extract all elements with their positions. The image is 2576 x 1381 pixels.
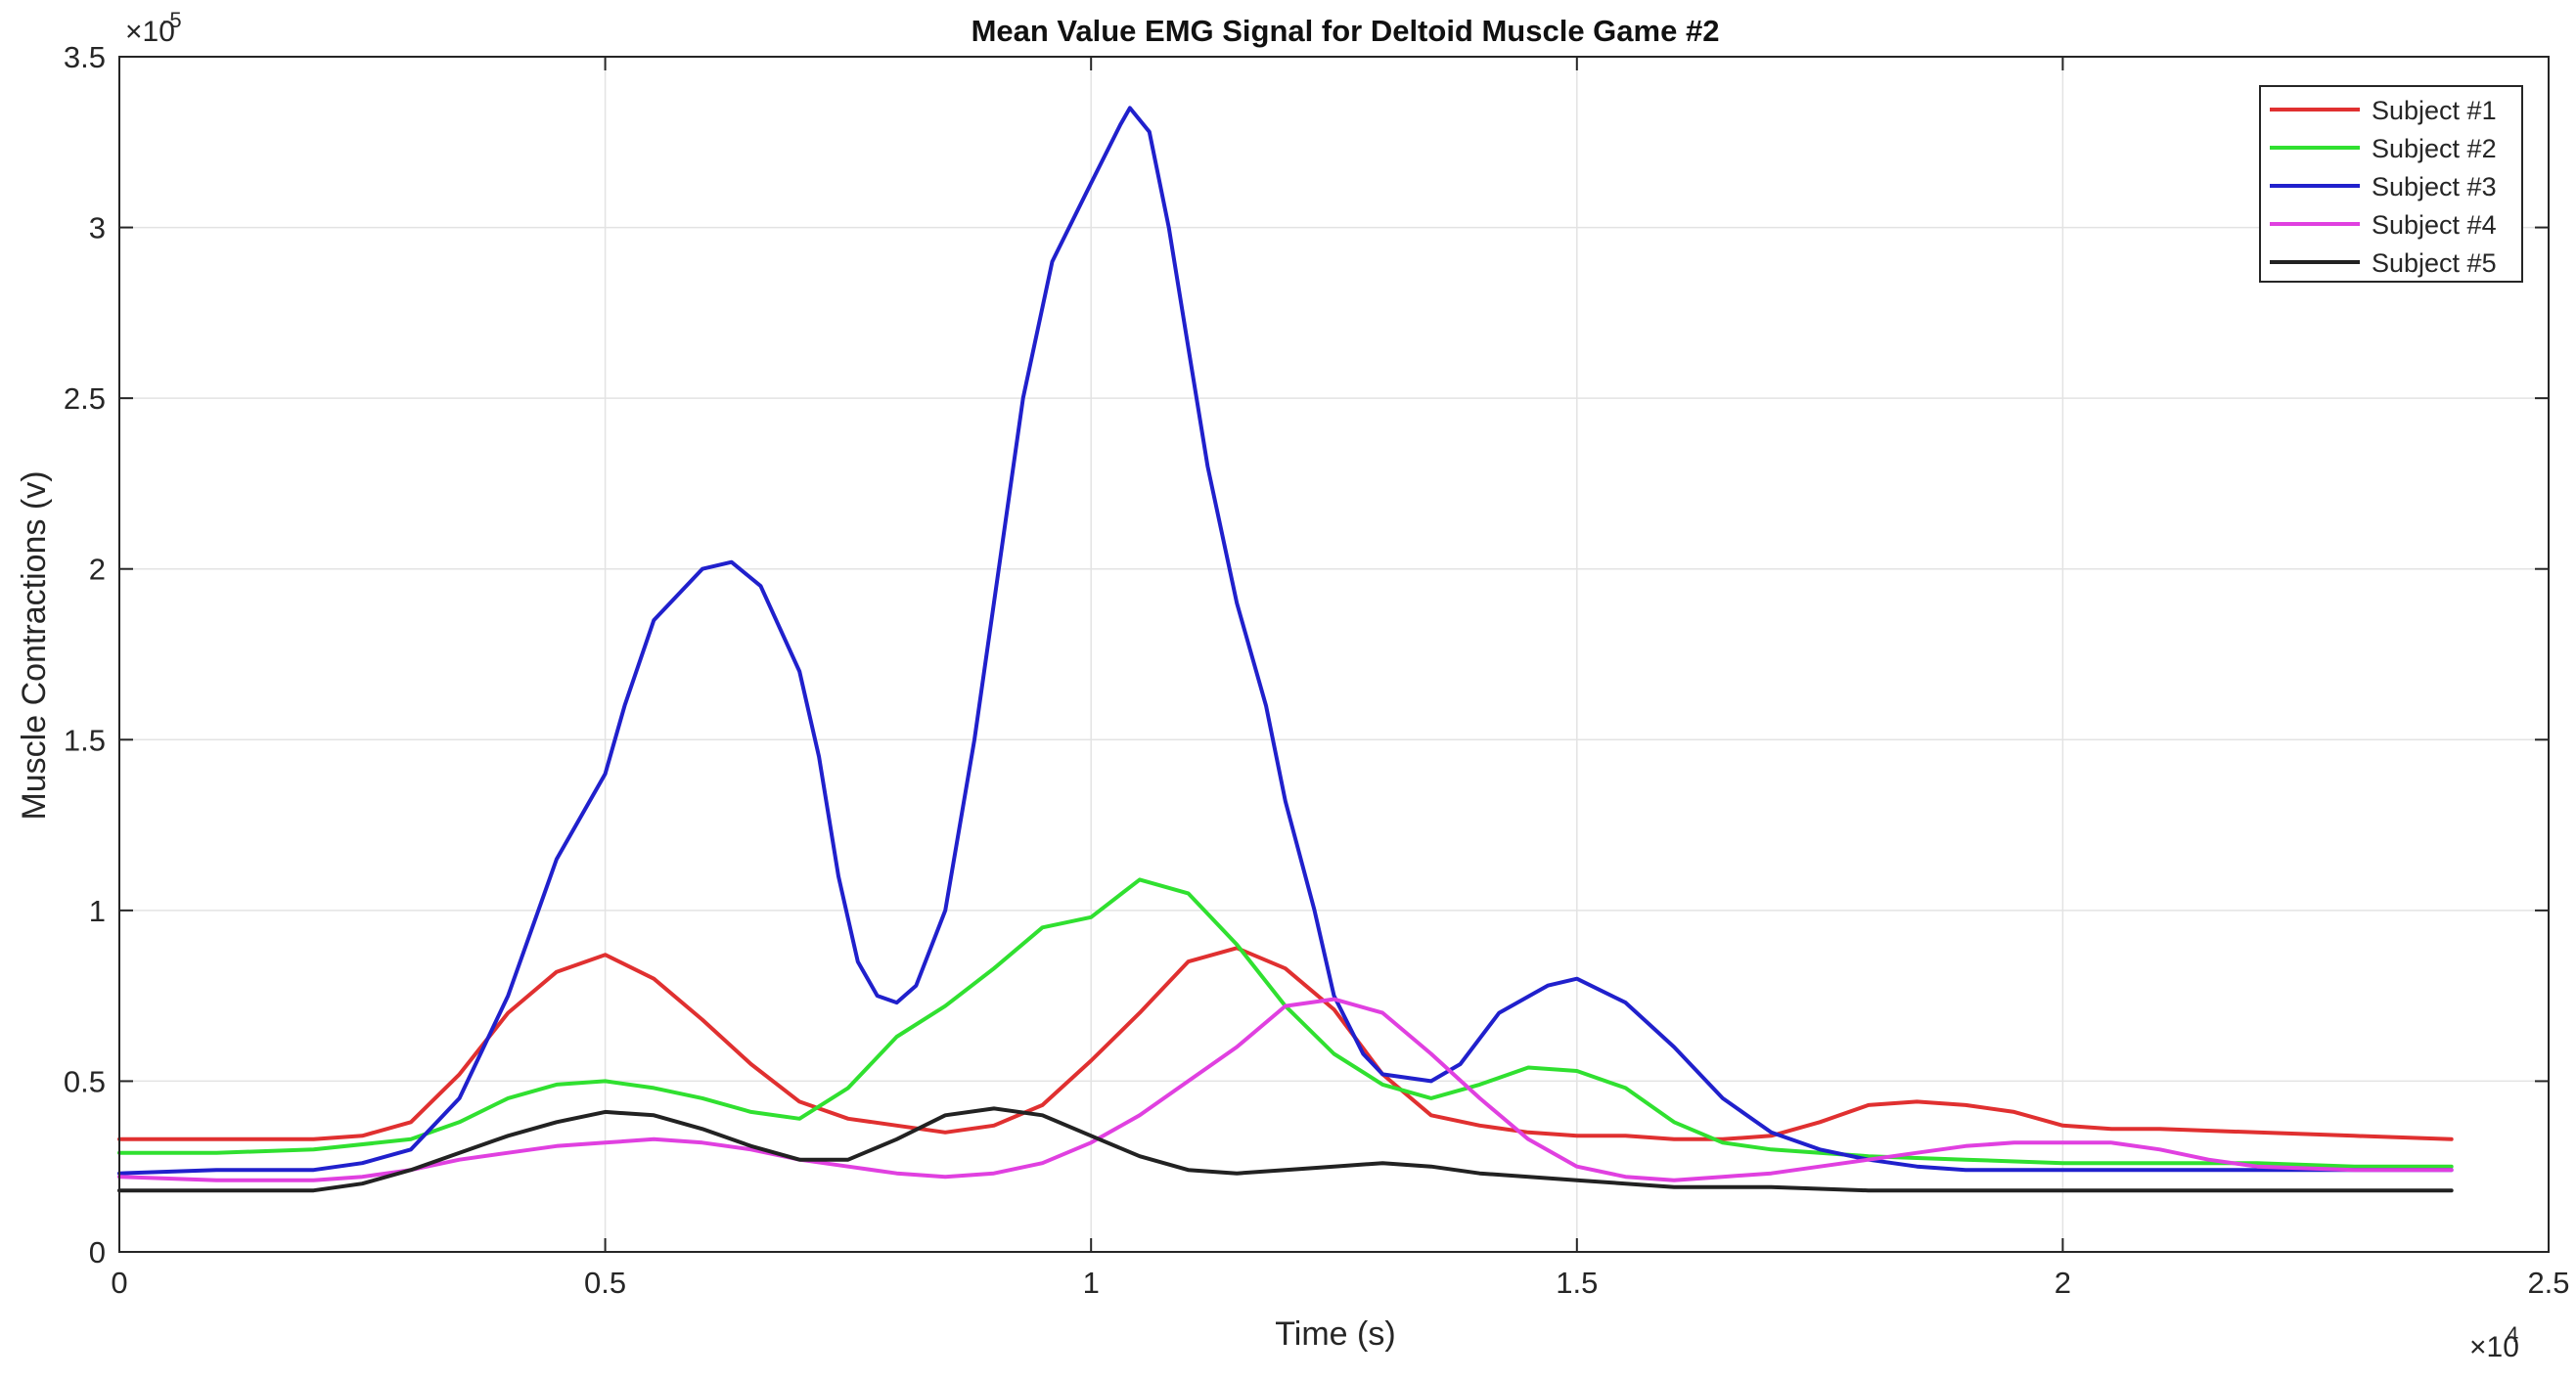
y-tick-label: 1 — [89, 894, 106, 928]
y-tick-label: 2 — [89, 553, 106, 587]
legend: Subject #1 Subject #2 Subject #3 Subject #4… — [2259, 85, 2523, 283]
y-axis-label: Muscle Contractions (v) — [16, 470, 53, 820]
series-lines — [117, 106, 2454, 1193]
x-tick-label: 2.5 — [2527, 1266, 2569, 1300]
x-exponent-base: ×10 — [2469, 1331, 2519, 1363]
y-exponent-power: -5 — [162, 8, 182, 32]
series-line-subject-4 — [117, 997, 2454, 1182]
x-tick-label: 1 — [1083, 1266, 1100, 1300]
legend-label-subject-1: Subject #1 — [2372, 96, 2497, 125]
y-tick-label: 0.5 — [64, 1064, 106, 1098]
legend-label-subject-3: Subject #3 — [2372, 172, 2497, 201]
legend-items: Subject #1 Subject #2 Subject #3 Subject #4… — [2270, 96, 2497, 278]
y-tick-label: 2.5 — [64, 381, 106, 416]
y-tick-label: 3.5 — [64, 40, 106, 74]
x-tick-label: 0.5 — [584, 1266, 626, 1300]
x-axis-label: Time (s) — [1275, 1315, 1395, 1353]
axis-ticks: 0 0.5 1 1.5 2 2.5 0 0.5 1 1.5 2 2.5 3 3.5 — [64, 40, 2570, 1300]
y-axis-exponent: ×10 -5 — [125, 8, 182, 48]
y-tick-label: 0 — [89, 1235, 106, 1270]
x-tick-label: 2 — [2055, 1266, 2071, 1300]
legend-label-subject-2: Subject #2 — [2372, 134, 2497, 163]
x-axis-exponent: ×10 4 — [2469, 1322, 2519, 1363]
x-exponent-power: 4 — [2507, 1322, 2518, 1347]
y-tick-label: 3 — [89, 211, 106, 245]
chart-title: Mean Value EMG Signal for Deltoid Muscle… — [972, 14, 1720, 48]
series-line-subject-3 — [117, 106, 2454, 1176]
x-tick-label: 1.5 — [1556, 1266, 1598, 1300]
y-exponent-base: ×10 — [125, 16, 175, 48]
series-line-subject-1 — [117, 946, 2454, 1141]
legend-label-subject-4: Subject #4 — [2372, 210, 2497, 240]
y-tick-label: 1.5 — [64, 723, 106, 757]
series-line-subject-5 — [117, 1106, 2454, 1193]
plot-frame — [118, 56, 2550, 1253]
x-tick-label: 0 — [111, 1266, 127, 1300]
legend-label-subject-5: Subject #5 — [2372, 248, 2497, 278]
